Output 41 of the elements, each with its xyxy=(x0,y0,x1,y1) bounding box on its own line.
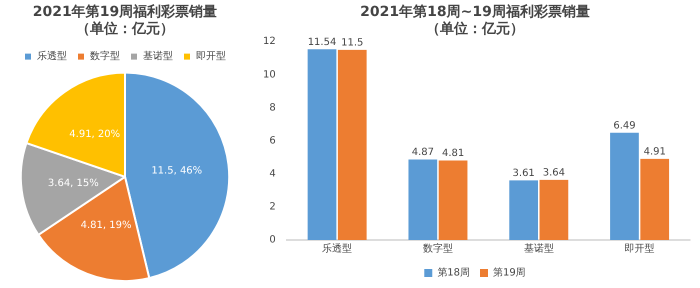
y-tick-label: 4 xyxy=(269,168,276,180)
data-label: 6.49 xyxy=(613,120,636,132)
data-label: 4.81 xyxy=(442,148,464,160)
y-tick-label: 12 xyxy=(262,36,276,48)
chart-title: 2021年第19周福利彩票销量 xyxy=(32,3,218,20)
data-label: 3.64, 15% xyxy=(48,178,99,190)
y-tick-label: 8 xyxy=(269,102,276,114)
data-label: 4.87 xyxy=(412,147,434,158)
x-tick-label: 乐透型 xyxy=(322,242,352,255)
data-label: 11.5, 46% xyxy=(151,165,202,176)
bar xyxy=(540,180,568,240)
data-label: 3.61 xyxy=(512,168,535,179)
legend-label: 乐透型 xyxy=(37,50,67,62)
y-tick-label: 2 xyxy=(269,202,276,213)
chart-title: 2021年第18周~19周福利彩票销量 xyxy=(360,3,590,20)
data-label: 4.91 xyxy=(644,146,666,158)
chart-subtitle: （单位：亿元） xyxy=(426,20,524,37)
bar xyxy=(438,160,468,240)
legend-label: 基诺型 xyxy=(143,50,173,62)
data-label: 11.54 xyxy=(308,36,336,48)
legend-label: 第18周 xyxy=(437,266,470,279)
bar xyxy=(610,132,639,240)
data-label: 3.64 xyxy=(542,167,566,178)
data-label: 4.81, 19% xyxy=(80,220,132,231)
x-tick-label: 即开型 xyxy=(624,242,655,255)
bar xyxy=(408,159,438,240)
y-tick-label: 10 xyxy=(262,69,276,80)
data-label: 11.5 xyxy=(341,37,364,48)
bar xyxy=(509,180,538,240)
legend-label: 数字型 xyxy=(90,50,120,62)
data-label: 4.91, 20% xyxy=(69,129,120,140)
bar xyxy=(338,50,367,240)
legend-label: 即开型 xyxy=(196,50,226,62)
y-tick-label: 6 xyxy=(269,135,276,146)
bar xyxy=(308,49,336,240)
x-tick-label: 基诺型 xyxy=(524,242,554,255)
x-tick-label: 数字型 xyxy=(422,242,453,255)
y-tick-label: 0 xyxy=(269,234,276,246)
chart-subtitle: （单位：亿元） xyxy=(76,20,174,37)
legend-label: 第19周 xyxy=(493,266,526,279)
bar xyxy=(640,158,670,240)
